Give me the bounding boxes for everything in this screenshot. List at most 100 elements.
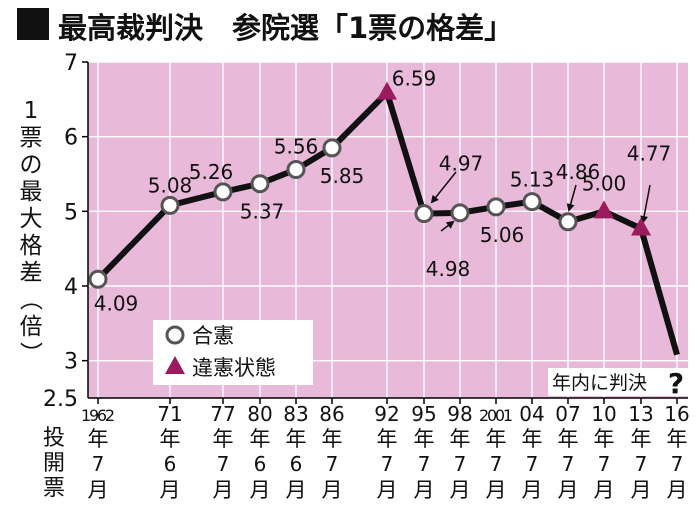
y-axis-label-char: 最	[20, 179, 43, 205]
chart-title: 最高裁判決 参院選「1票の格差」	[17, 8, 513, 45]
y-tick-label: 3	[64, 350, 78, 375]
data-label: 4.77	[627, 142, 672, 166]
annotation-arrow	[566, 184, 577, 212]
title-text: 最高裁判決 参院選「1票の格差」	[58, 11, 513, 45]
x-tick-month-suffix: 月	[667, 478, 688, 502]
x-tick-month: 7	[635, 452, 648, 476]
data-label: 5.00	[582, 171, 627, 195]
x-tick-month-suffix: 月	[160, 478, 181, 502]
x-tick-year-suffix: 年	[414, 427, 435, 451]
x-tick-year: 07	[555, 402, 580, 426]
x-tick-month-suffix: 月	[486, 478, 507, 502]
grid	[88, 61, 688, 398]
x-tick-year-suffix: 年	[377, 427, 398, 451]
data-label: 6.59	[392, 67, 437, 91]
legend-circle-icon	[165, 325, 185, 345]
x-tick-month: 7	[671, 452, 684, 476]
y-tick-label: 7	[64, 51, 78, 76]
title-square-icon	[17, 8, 49, 40]
y-tick-label: 2.5	[43, 387, 78, 412]
marker-constitutional-circle	[558, 212, 578, 232]
marker-constitutional-circle	[414, 204, 434, 224]
x-tick-month: 7	[326, 452, 339, 476]
y-axis: 7 6 5 4 3 2.5	[43, 51, 89, 412]
x-tick-month-suffix: 月	[631, 478, 652, 502]
data-label: 5.13	[510, 168, 555, 192]
x-tick-month: 7	[418, 452, 431, 476]
data-label: 4.97	[439, 152, 484, 176]
marker-constitutional-circle	[522, 192, 542, 212]
x-tick-month: 7	[598, 452, 611, 476]
marker-constitutional-circle	[213, 182, 233, 202]
x-tick-year-suffix: 年	[88, 427, 109, 451]
data-label: 4.98	[426, 257, 471, 281]
legend-label: 違憲状態	[192, 356, 276, 380]
marker-constitutional-circle	[286, 160, 306, 180]
marker-constitutional-circle	[450, 203, 470, 223]
y-axis-label-char: 倍	[20, 314, 43, 340]
x-tick-month: 7	[562, 452, 575, 476]
pending-annotation: 年内に判決?	[548, 367, 688, 400]
x-tick-month: 7	[92, 452, 105, 476]
x-tick-year-suffix: 年	[322, 427, 343, 451]
data-label: 4.09	[94, 291, 139, 315]
x-tick-month: 7	[381, 452, 394, 476]
x-tick-month-suffix: 月	[594, 478, 615, 502]
x-tick-year-suffix: 年	[594, 427, 615, 451]
x-tick-month-suffix: 月	[377, 478, 398, 502]
x-tick-year-suffix: 年	[486, 427, 507, 451]
x-tick-year: 80	[247, 402, 272, 426]
x-tick-month-suffix: 月	[250, 478, 271, 502]
x-tick-year-suffix: 年	[558, 427, 579, 451]
marker-unconstitutional-triangle	[377, 81, 397, 100]
x-tick-year: 04	[519, 402, 544, 426]
x-tick-year: 92	[374, 402, 399, 426]
marker-constitutional-circle	[322, 138, 342, 158]
x-tick-year: 86	[319, 402, 344, 426]
x-tick-month-suffix: 月	[450, 478, 471, 502]
x-tick-month-suffix: 月	[558, 478, 579, 502]
x-tick-month: 6	[164, 452, 177, 476]
x-tick-year-suffix: 年	[286, 427, 307, 451]
annotation-arrows	[430, 171, 651, 232]
x-tick-month: 6	[254, 452, 267, 476]
x-tick-year: 71	[157, 402, 182, 426]
x-tick-year: 77	[210, 402, 235, 426]
x-tick-month: 6	[290, 452, 303, 476]
data-label: 5.56	[274, 135, 319, 159]
y-axis-label-char: 1	[24, 98, 39, 124]
x-tick-year: 1962	[81, 406, 115, 425]
x-tick-month-suffix: 月	[286, 478, 307, 502]
x-tick-month-suffix: 月	[522, 478, 543, 502]
x-tick-year-suffix: 年	[450, 427, 471, 451]
legend-label: 合憲	[192, 324, 234, 348]
annotation-arrow	[440, 220, 455, 232]
x-tick-year: 13	[628, 402, 653, 426]
x-tick-month: 7	[490, 452, 503, 476]
marker-unconstitutional-triangle	[594, 200, 614, 219]
x-axis-label-char: 投	[43, 426, 65, 451]
x-tick-year-suffix: 年	[631, 427, 652, 451]
x-tick-year: 95	[411, 402, 436, 426]
marker-unconstitutional-triangle	[631, 217, 651, 236]
data-label: 5.26	[189, 160, 234, 184]
data-label: 5.08	[148, 173, 193, 197]
y-axis-label-char: 大	[20, 206, 43, 232]
data-labels: 4.09 5.085.265.37 5.565.85 6.59 4.97 4.98 5.06…	[94, 67, 672, 316]
x-tick-year: 16	[664, 402, 689, 426]
marker-constitutional-circle	[250, 174, 270, 194]
data-label: 4.86	[556, 160, 601, 184]
pending-question-mark: ?	[668, 367, 684, 400]
x-tick-year: 2001	[479, 406, 513, 425]
x-tick-year-suffix: 年	[213, 427, 234, 451]
y-tick-label: 4	[64, 275, 78, 300]
x-tick-month-suffix: 月	[414, 478, 435, 502]
x-tick-month-suffix: 月	[322, 478, 343, 502]
pending-box	[548, 368, 688, 396]
y-tick-label: 6	[64, 126, 78, 151]
legend-triangle-icon	[165, 356, 185, 374]
x-tick-year-suffix: 年	[250, 427, 271, 451]
